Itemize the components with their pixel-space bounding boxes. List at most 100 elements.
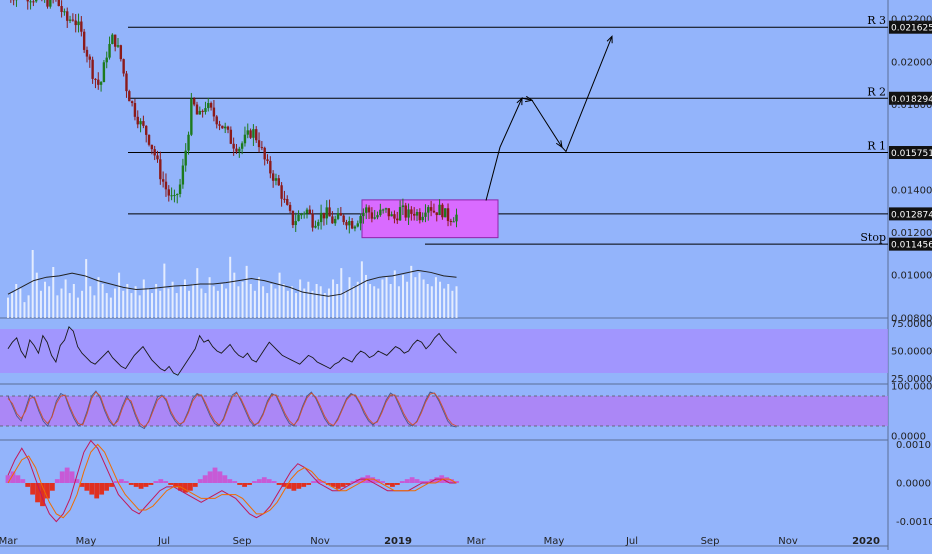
volume-bar: [443, 289, 445, 318]
candle-body: [221, 126, 223, 129]
macd-histogram-bar: [6, 475, 11, 483]
time-tick-6: Mar: [467, 536, 487, 547]
volume-bar: [418, 273, 420, 318]
volume-bar: [192, 284, 194, 318]
volume-bar: [196, 268, 198, 318]
candle-body: [388, 208, 390, 216]
projection-arrowhead-mid-1: [556, 140, 562, 147]
macd-histogram-bar: [149, 483, 154, 485]
macd-histogram-bar: [405, 479, 410, 483]
macd-histogram-bar: [188, 483, 193, 491]
volume-bar: [431, 286, 433, 318]
volume-bar: [147, 289, 149, 318]
macd-histogram-bar: [272, 481, 277, 483]
volume-bar: [283, 284, 285, 318]
time-tick-8: Jul: [625, 536, 638, 547]
candle-body: [340, 213, 342, 216]
volume-bar: [307, 282, 309, 318]
candle-body: [359, 216, 361, 223]
volume-bar: [77, 298, 79, 318]
candle-body: [60, 6, 62, 12]
volume-bar: [205, 293, 207, 318]
volume-bar: [44, 282, 46, 318]
macd-histogram-bar: [227, 479, 232, 483]
candle-body: [249, 130, 251, 137]
candle-body: [120, 45, 122, 59]
candle-body: [145, 126, 147, 135]
candle-body: [35, 0, 37, 1]
level-tag-text-2: 0.015751: [891, 149, 932, 159]
candle-body: [159, 159, 161, 179]
volume-bar: [209, 277, 211, 318]
volume-bar: [7, 298, 9, 318]
macd-histogram-bar: [119, 479, 124, 483]
macd-histogram-bar: [247, 483, 252, 485]
macd-histogram-bar: [390, 483, 395, 487]
candle-body: [328, 207, 330, 216]
candle-body: [334, 219, 336, 223]
level-label-4: Stop: [860, 231, 886, 244]
volume-bar: [85, 259, 87, 318]
candle-body: [323, 213, 325, 219]
candle-body: [201, 111, 203, 112]
macd-histogram-bar: [25, 483, 30, 487]
volume-bar: [279, 273, 281, 318]
candle-body: [286, 199, 288, 205]
candle-body: [410, 209, 412, 214]
candle-body: [407, 209, 409, 217]
volume-bar: [266, 293, 268, 318]
candle-body: [66, 11, 68, 20]
volume-bar: [324, 293, 326, 318]
volume-bar: [381, 279, 383, 318]
volume-bar: [402, 275, 404, 318]
macd-histogram-bar: [341, 483, 346, 487]
candle-body: [421, 217, 423, 220]
candle-body: [106, 58, 108, 63]
time-tick-0: Mar: [0, 536, 18, 547]
candle-body: [309, 210, 311, 214]
volume-bar: [114, 289, 116, 318]
volume-bar: [246, 266, 248, 318]
candle-body: [139, 121, 141, 124]
macd-histogram-bar: [50, 483, 55, 491]
volume-bar: [11, 293, 13, 318]
candle-body: [137, 117, 139, 125]
candle-body: [376, 215, 378, 217]
candle-body: [125, 74, 127, 92]
volume-bar: [344, 291, 346, 318]
macd-histogram-bar: [104, 483, 109, 491]
macd-histogram-bar: [65, 468, 70, 483]
volume-bar: [295, 293, 297, 318]
candle-body: [187, 135, 189, 151]
candle-body: [365, 207, 367, 212]
macd-histogram-bar: [158, 479, 163, 483]
candle-body: [227, 127, 229, 130]
candle-body: [210, 103, 212, 108]
candle-body: [69, 20, 71, 21]
candle-body: [444, 208, 446, 217]
candle-body: [185, 151, 187, 166]
candle-body: [452, 221, 454, 222]
candle-body: [142, 121, 144, 126]
volume-bar: [52, 267, 54, 318]
volume-bar: [414, 277, 416, 318]
volume-bar: [213, 286, 215, 318]
candle-body: [29, 1, 31, 2]
candle-body: [182, 166, 184, 185]
macd-histogram-bar: [222, 475, 227, 483]
candle-body: [162, 179, 164, 181]
candle-body: [199, 111, 201, 115]
volume-bar: [320, 286, 322, 318]
volume-bar: [386, 277, 388, 318]
candle-body: [72, 20, 74, 21]
candle-body: [297, 215, 299, 221]
candle-body: [204, 108, 206, 112]
candle-body: [348, 221, 350, 225]
level-label-2: R 1: [867, 140, 886, 153]
candle-body: [331, 216, 333, 223]
candle-body: [32, 1, 34, 2]
